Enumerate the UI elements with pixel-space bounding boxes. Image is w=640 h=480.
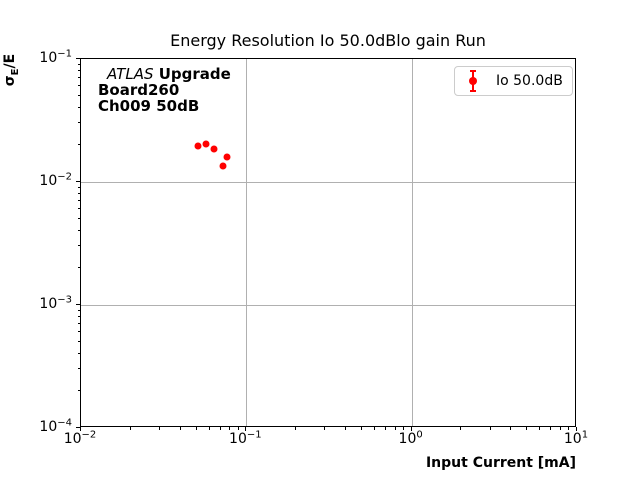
x-minor-tick xyxy=(460,427,462,430)
y-tick-label: 10−4 xyxy=(39,417,72,435)
annotation-line-2: Board260 xyxy=(98,81,180,99)
y-minor-tick xyxy=(77,218,80,220)
y-minor-tick xyxy=(77,200,80,202)
annotation-line-3: Ch009 50dB xyxy=(98,97,200,115)
y-minor-tick xyxy=(77,85,80,87)
x-major-tick xyxy=(80,427,81,431)
annotation-line-1: ATLAS Upgrade xyxy=(107,66,231,82)
data-point xyxy=(194,142,202,150)
x-minor-tick xyxy=(295,427,297,430)
x-tick-label: 10−1 xyxy=(229,429,262,447)
y-minor-tick xyxy=(77,245,80,247)
x-minor-tick xyxy=(373,427,375,430)
x-minor-tick xyxy=(559,427,561,430)
x-minor-tick xyxy=(360,427,362,430)
y-minor-tick xyxy=(77,315,80,317)
x-axis-label: Input Current [mA] xyxy=(425,455,576,471)
data-point xyxy=(202,140,210,148)
x-minor-tick xyxy=(394,427,396,430)
y-minor-tick xyxy=(77,266,80,268)
plot-area: ATLAS Upgrade Board260 Ch009 50dB Io 50.… xyxy=(80,58,576,427)
y-major-tick xyxy=(76,58,80,59)
y-tick-label: 10−2 xyxy=(39,171,72,189)
data-point xyxy=(210,145,218,153)
x-gridline xyxy=(246,59,248,426)
x-minor-tick xyxy=(403,427,405,430)
y-tick-label: 10−1 xyxy=(39,48,72,66)
legend-label: Io 50.0dB xyxy=(496,73,563,89)
x-tick-label: 101 xyxy=(563,429,589,447)
y-major-tick xyxy=(76,304,80,305)
x-minor-tick xyxy=(179,427,181,430)
y-minor-tick xyxy=(77,122,80,124)
x-minor-tick xyxy=(158,427,160,430)
x-minor-tick xyxy=(550,427,552,430)
y-minor-tick xyxy=(77,186,80,188)
x-minor-tick xyxy=(219,427,221,430)
x-minor-tick xyxy=(344,427,346,430)
x-minor-tick xyxy=(229,427,231,430)
y-minor-tick xyxy=(77,229,80,231)
x-minor-tick xyxy=(489,427,491,430)
x-gridline xyxy=(411,59,413,426)
y-minor-tick xyxy=(77,208,80,210)
errorbar-top-cap xyxy=(470,70,476,72)
y-minor-tick xyxy=(77,63,80,65)
errorbar-bottom-cap xyxy=(470,90,476,92)
y-minor-tick xyxy=(77,352,80,354)
y-tick-label: 10−3 xyxy=(39,294,72,312)
y-minor-tick xyxy=(77,341,80,343)
ylabel-subscript: E xyxy=(9,68,21,76)
y-minor-tick xyxy=(77,309,80,311)
legend-box: Io 50.0dB xyxy=(454,66,573,96)
y-minor-tick xyxy=(77,143,80,145)
x-minor-tick xyxy=(195,427,197,430)
chart-title: Energy Resolution Io 50.0dBlo gain Run xyxy=(170,31,486,50)
x-major-tick xyxy=(576,427,577,431)
y-gridline xyxy=(81,305,575,306)
errorbar-marker-icon xyxy=(468,70,478,92)
y-minor-tick xyxy=(77,368,80,370)
x-minor-tick xyxy=(129,427,131,430)
data-point xyxy=(223,153,231,161)
errorbar-dot xyxy=(469,77,477,85)
ylabel-rest: /E xyxy=(2,53,18,69)
x-minor-tick xyxy=(568,427,570,430)
y-minor-tick xyxy=(77,106,80,108)
x-minor-tick xyxy=(539,427,541,430)
y-minor-tick xyxy=(77,95,80,97)
atlas-annotation: ATLAS Upgrade Board260 Ch009 50dB xyxy=(98,66,231,114)
ylabel-sigma: σ xyxy=(2,75,18,87)
y-gridline xyxy=(81,182,575,183)
y-minor-tick xyxy=(77,77,80,79)
y-minor-tick xyxy=(77,69,80,71)
y-major-tick xyxy=(76,427,80,428)
y-minor-tick xyxy=(77,389,80,391)
x-minor-tick xyxy=(510,427,512,430)
y-minor-tick xyxy=(77,192,80,194)
x-minor-tick xyxy=(324,427,326,430)
x-major-tick xyxy=(410,427,412,431)
x-minor-tick xyxy=(208,427,210,430)
x-tick-label: 10−2 xyxy=(63,429,97,447)
x-major-tick xyxy=(245,427,247,431)
y-minor-tick xyxy=(77,331,80,333)
x-minor-tick xyxy=(237,427,239,430)
x-minor-tick xyxy=(526,427,528,430)
x-tick-label: 100 xyxy=(398,429,423,447)
data-point xyxy=(219,162,227,170)
upgrade-label: Upgrade xyxy=(153,65,231,83)
y-major-tick xyxy=(76,181,80,182)
atlas-label: ATLAS xyxy=(107,65,154,83)
x-minor-tick xyxy=(385,427,387,430)
y-axis-label: σE/E xyxy=(2,48,21,92)
y-minor-tick xyxy=(77,323,80,325)
